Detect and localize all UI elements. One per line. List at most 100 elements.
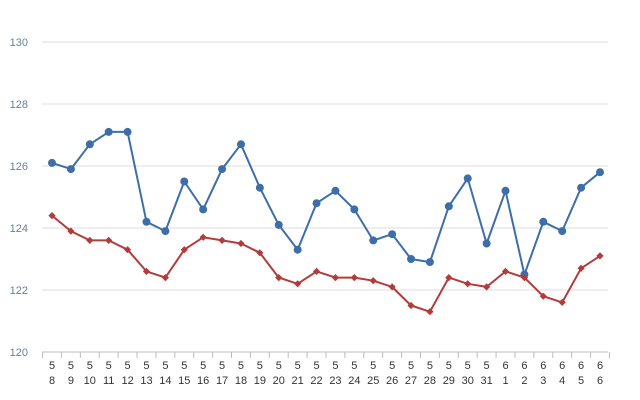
data-point <box>199 205 208 214</box>
data-point <box>142 217 151 226</box>
data-point <box>180 177 189 186</box>
x-tick-day: 29 <box>443 375 455 387</box>
grid-lines <box>42 41 608 291</box>
data-point <box>369 236 378 245</box>
x-tick-month: 5 <box>276 360 282 372</box>
data-point <box>142 267 151 275</box>
data-point <box>577 264 585 272</box>
data-point <box>596 252 604 260</box>
x-tick-day: 17 <box>216 375 228 387</box>
data-point <box>66 165 75 174</box>
data-point <box>425 258 434 267</box>
x-tick-day: 14 <box>159 375 171 387</box>
x-tick-day: 3 <box>540 375 546 387</box>
x-tick-day: 22 <box>310 375 322 387</box>
data-point <box>294 280 302 288</box>
data-point <box>482 239 491 248</box>
x-tick-day: 25 <box>367 375 379 387</box>
data-point <box>596 168 604 177</box>
x-tick-day: 19 <box>254 375 266 387</box>
series-line <box>51 130 601 276</box>
data-point <box>407 301 415 310</box>
x-tick-month: 5 <box>162 360 168 372</box>
series-group <box>48 127 604 316</box>
data-point <box>445 274 453 282</box>
x-tick-month: 6 <box>578 360 584 372</box>
x-tick-month: 5 <box>332 360 338 372</box>
data-point <box>48 158 56 167</box>
data-point <box>426 308 434 316</box>
data-point <box>218 165 227 174</box>
x-tick-month: 5 <box>49 360 55 372</box>
x-tick-day: 2 <box>521 375 527 387</box>
data-point <box>104 127 113 136</box>
x-tick-day: 21 <box>292 375 304 387</box>
x-tick-month: 5 <box>295 360 301 372</box>
x-tick-month: 6 <box>597 360 603 372</box>
x-tick-month: 6 <box>559 360 565 372</box>
x-tick-day: 15 <box>178 375 190 387</box>
data-point <box>255 183 264 192</box>
data-point <box>180 246 188 254</box>
data-point <box>350 274 358 282</box>
x-tick-day: 18 <box>235 375 247 387</box>
x-tick-month: 5 <box>446 360 452 372</box>
x-tick-day: 8 <box>49 375 55 387</box>
data-point <box>331 274 340 282</box>
data-point <box>331 186 340 195</box>
data-point <box>463 174 472 183</box>
series-line <box>51 214 601 313</box>
data-point <box>501 186 510 195</box>
data-point <box>388 283 396 291</box>
x-tick-month: 5 <box>351 360 357 372</box>
data-point <box>501 267 510 275</box>
x-tick-day: 10 <box>84 375 96 387</box>
x-tick-month: 5 <box>143 360 149 372</box>
x-tick-day: 5 <box>578 375 584 387</box>
x-tick-day: 20 <box>273 375 285 387</box>
data-point <box>161 274 169 282</box>
y-axis-ticks: 120 122 124 126 128 130 <box>10 37 28 359</box>
data-point <box>558 298 566 306</box>
data-point <box>350 205 359 214</box>
data-point <box>105 236 113 244</box>
data-point <box>520 274 529 282</box>
x-tick-month: 5 <box>87 360 93 372</box>
y-tick-label: 124 <box>10 223 28 235</box>
data-point <box>236 140 245 149</box>
data-point <box>218 236 226 244</box>
y-tick-label: 120 <box>10 347 28 359</box>
x-tick-day: 6 <box>597 375 603 387</box>
data-point <box>312 199 321 208</box>
data-point <box>539 292 547 300</box>
y-tick-label: 130 <box>10 37 28 49</box>
x-tick-month: 5 <box>238 360 244 372</box>
series-1 <box>48 127 604 279</box>
x-tick-day: 13 <box>140 375 152 387</box>
data-point <box>123 127 132 136</box>
y-tick-label: 128 <box>10 99 28 111</box>
x-tick-month: 6 <box>502 360 508 372</box>
x-tick-month: 5 <box>181 360 187 372</box>
x-tick-month: 5 <box>484 360 490 372</box>
x-tick-day: 16 <box>197 375 209 387</box>
x-tick-month: 6 <box>540 360 546 372</box>
data-point <box>444 202 453 211</box>
data-point <box>123 246 132 254</box>
x-tick-day: 12 <box>121 375 133 387</box>
x-tick-day: 28 <box>424 375 436 387</box>
x-tick-month: 5 <box>370 360 376 372</box>
data-point <box>237 239 245 248</box>
x-tick-day: 31 <box>480 375 492 387</box>
x-tick-month: 5 <box>408 360 414 372</box>
x-tick-day: 1 <box>502 375 508 387</box>
x-tick-day: 9 <box>68 375 74 387</box>
x-tick-month: 5 <box>219 360 225 372</box>
data-point <box>48 212 56 220</box>
x-tick-day: 26 <box>386 375 398 387</box>
data-point <box>558 227 567 236</box>
data-point <box>293 245 302 254</box>
data-point <box>85 140 94 149</box>
data-point <box>369 277 377 285</box>
